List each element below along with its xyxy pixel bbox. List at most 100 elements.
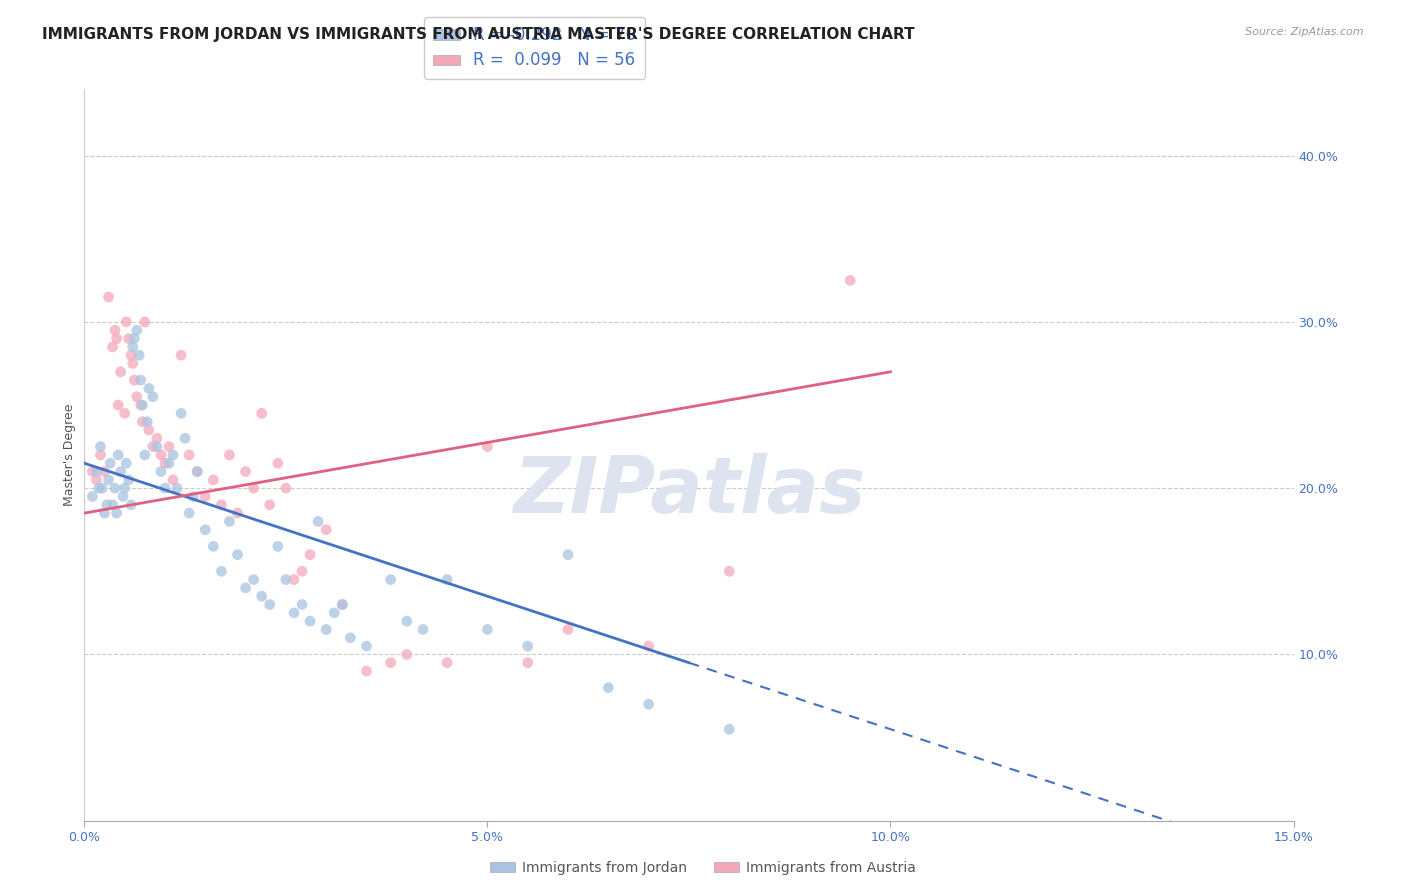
Point xyxy=(142,390,165,404)
Point xyxy=(129,373,152,387)
Point xyxy=(283,606,305,620)
Point xyxy=(107,448,129,462)
Point xyxy=(315,623,337,637)
Point xyxy=(118,332,141,346)
Point xyxy=(104,323,127,337)
Point xyxy=(356,639,378,653)
Point xyxy=(124,332,146,346)
Point xyxy=(202,473,225,487)
Point xyxy=(315,523,337,537)
Point xyxy=(218,448,240,462)
Point xyxy=(86,465,108,479)
Point xyxy=(170,348,193,362)
Point xyxy=(267,456,290,470)
Point xyxy=(149,465,172,479)
Point xyxy=(153,456,176,470)
Point xyxy=(105,332,128,346)
Point xyxy=(107,398,129,412)
Point xyxy=(259,598,281,612)
Point xyxy=(718,564,741,578)
Point xyxy=(93,465,115,479)
Point xyxy=(110,365,132,379)
Point xyxy=(104,481,127,495)
Point xyxy=(128,348,150,362)
Point xyxy=(138,381,160,395)
Point xyxy=(121,340,143,354)
Text: IMMIGRANTS FROM JORDAN VS IMMIGRANTS FROM AUSTRIA MASTER'S DEGREE CORRELATION CH: IMMIGRANTS FROM JORDAN VS IMMIGRANTS FRO… xyxy=(42,27,915,42)
Point xyxy=(125,323,148,337)
Point xyxy=(291,564,314,578)
Point xyxy=(598,681,620,695)
Point xyxy=(157,440,180,454)
Point xyxy=(274,481,297,495)
Point xyxy=(209,498,232,512)
Point xyxy=(226,548,249,562)
Point xyxy=(162,448,184,462)
Point xyxy=(131,398,153,412)
Point xyxy=(250,589,273,603)
Point xyxy=(330,598,353,612)
Point xyxy=(157,456,180,470)
Point xyxy=(115,456,138,470)
Point xyxy=(242,481,264,495)
Point xyxy=(380,573,402,587)
Point xyxy=(436,656,458,670)
Point xyxy=(87,481,110,495)
Point xyxy=(170,406,193,420)
Point xyxy=(267,539,290,553)
Point xyxy=(146,440,169,454)
Point xyxy=(274,573,297,587)
Y-axis label: Master's Degree: Master's Degree xyxy=(63,404,76,506)
Point xyxy=(96,498,118,512)
Point xyxy=(101,340,124,354)
Point xyxy=(97,290,120,304)
Point xyxy=(186,465,208,479)
Point xyxy=(330,598,353,612)
Legend: R = -0.292   N = 70, R =  0.099   N = 56: R = -0.292 N = 70, R = 0.099 N = 56 xyxy=(423,17,645,78)
Point xyxy=(395,648,418,662)
Point xyxy=(125,390,148,404)
Point xyxy=(166,481,188,495)
Point xyxy=(86,473,108,487)
Point xyxy=(516,656,538,670)
Point xyxy=(291,598,314,612)
Point xyxy=(323,606,346,620)
Point xyxy=(142,440,165,454)
Point xyxy=(235,465,257,479)
Point xyxy=(412,623,434,637)
Point xyxy=(299,614,322,628)
Point xyxy=(114,406,136,420)
Point xyxy=(283,573,305,587)
Point xyxy=(118,473,141,487)
Point xyxy=(89,448,111,462)
Point xyxy=(112,490,135,504)
Text: ZIPatlas: ZIPatlas xyxy=(513,453,865,530)
Legend: Immigrants from Jordan, Immigrants from Austria: Immigrants from Jordan, Immigrants from … xyxy=(484,855,922,880)
Point xyxy=(124,373,146,387)
Point xyxy=(436,573,458,587)
Point xyxy=(718,723,741,737)
Point xyxy=(91,481,114,495)
Point xyxy=(136,415,159,429)
Point xyxy=(174,431,197,445)
Point xyxy=(110,465,132,479)
Point xyxy=(138,423,160,437)
Point xyxy=(307,515,329,529)
Point xyxy=(179,506,201,520)
Point xyxy=(186,465,208,479)
Point xyxy=(209,564,232,578)
Point xyxy=(121,356,143,371)
Point xyxy=(134,315,156,329)
Point xyxy=(131,415,153,429)
Text: Source: ZipAtlas.com: Source: ZipAtlas.com xyxy=(1246,27,1364,37)
Point xyxy=(82,490,104,504)
Point xyxy=(356,664,378,678)
Point xyxy=(134,448,156,462)
Point xyxy=(242,573,264,587)
Point xyxy=(82,465,104,479)
Point xyxy=(299,548,322,562)
Point xyxy=(250,406,273,420)
Point xyxy=(516,639,538,653)
Point xyxy=(477,440,499,454)
Point xyxy=(149,448,172,462)
